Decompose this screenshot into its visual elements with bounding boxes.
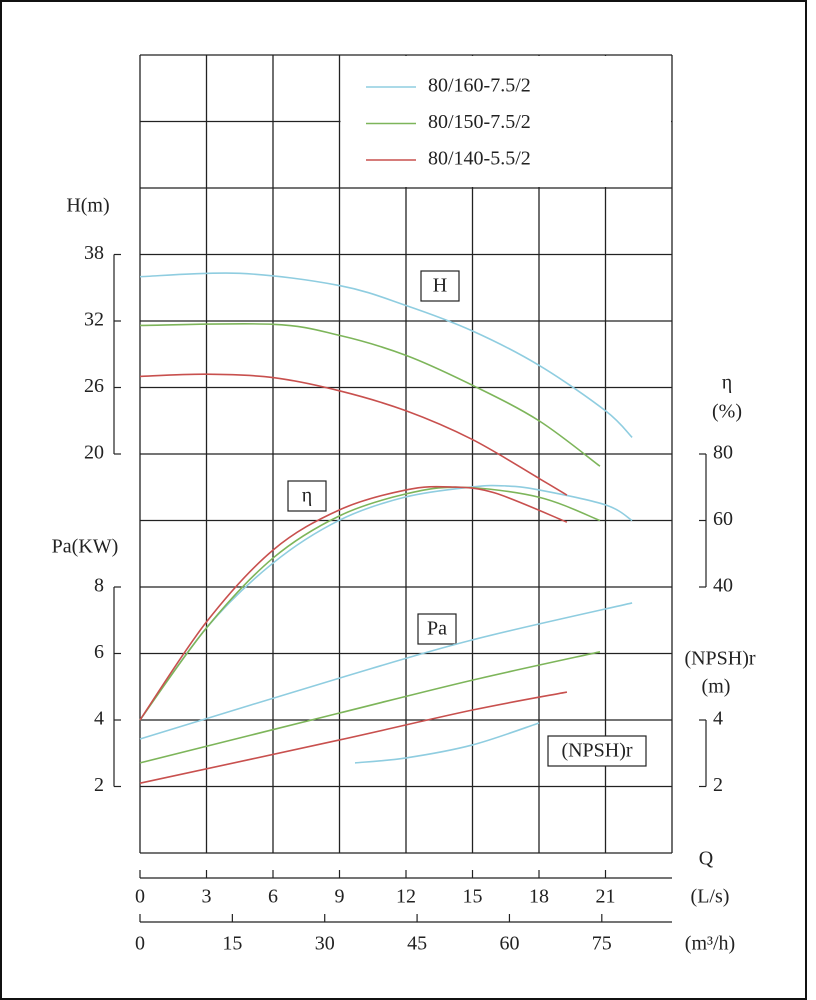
y-tick-label: 32	[84, 309, 104, 331]
curve-label: (NPSH)r	[561, 740, 632, 762]
x-tick-label: 12	[396, 886, 416, 908]
curve-h	[139, 373, 568, 496]
curve-label-box	[417, 613, 457, 645]
x2-tick-label: 45	[407, 933, 427, 955]
y-tick-label: 60	[713, 508, 733, 530]
curve-eta	[139, 486, 601, 721]
y-tick-label: 2	[94, 774, 104, 796]
curve-npsh	[354, 722, 540, 764]
x-tick-label: 9	[335, 886, 345, 908]
curve-h	[139, 322, 601, 467]
curve-eta	[139, 485, 568, 721]
x2-tick-label: 75	[592, 933, 612, 955]
x-tick-label: 6	[268, 886, 278, 908]
curve-label-box	[547, 735, 647, 767]
curve-pa	[139, 651, 601, 764]
curve-label: η	[302, 485, 312, 507]
y-tick-label: 20	[84, 442, 104, 464]
curve-label-box	[420, 270, 460, 302]
x2-unit: (m³/h)	[685, 933, 735, 955]
x-tick-label: 3	[202, 886, 212, 908]
x-tick-label: 15	[463, 886, 483, 908]
y-tick-label: 4	[713, 708, 723, 730]
legend-label: 80/140-5.5/2	[428, 148, 531, 170]
x-title: Q	[699, 848, 714, 870]
x2-tick-label: 30	[315, 933, 335, 955]
legend-label: 80/150-7.5/2	[428, 111, 531, 133]
plot: 80/160-7.5/2 80/150-7.5/2 80/140-5.5/2 0 3 6 9…	[52, 54, 756, 955]
curve-label: H	[433, 275, 447, 297]
y-tick-label: 2	[713, 774, 723, 796]
x2-tick-label: 15	[222, 933, 242, 955]
legend-label: 80/160-7.5/2	[428, 75, 531, 97]
curve-h	[139, 272, 633, 438]
axis-title: η	[722, 372, 732, 394]
curve-pa	[139, 691, 568, 784]
axis-title: H(m)	[66, 195, 109, 217]
x-tick-label: 18	[529, 886, 549, 908]
axis-unit: (m)	[702, 676, 731, 698]
y-tick-label: 4	[94, 708, 104, 730]
y-tick-label: 40	[713, 575, 733, 597]
axis-unit: (%)	[712, 401, 742, 423]
axis-title: Pa(KW)	[52, 536, 119, 558]
y-tick-label: 80	[713, 442, 733, 464]
x2-tick-label: 0	[135, 933, 145, 955]
y-tick-label: 8	[94, 575, 104, 597]
x-unit: (L/s)	[691, 886, 730, 908]
y-tick-label: 6	[94, 641, 104, 663]
x-tick-label: 0	[135, 886, 145, 908]
y-tick-label: 38	[84, 242, 104, 264]
legend-box	[340, 56, 671, 187]
axis-title: (NPSH)r	[684, 648, 755, 670]
curve-label: Pa	[427, 618, 447, 640]
x2-tick-label: 60	[499, 933, 519, 955]
x-tick-label: 21	[596, 886, 616, 908]
curve-pa	[139, 602, 633, 740]
curve-label-box	[287, 480, 327, 512]
y-tick-label: 26	[84, 375, 104, 397]
